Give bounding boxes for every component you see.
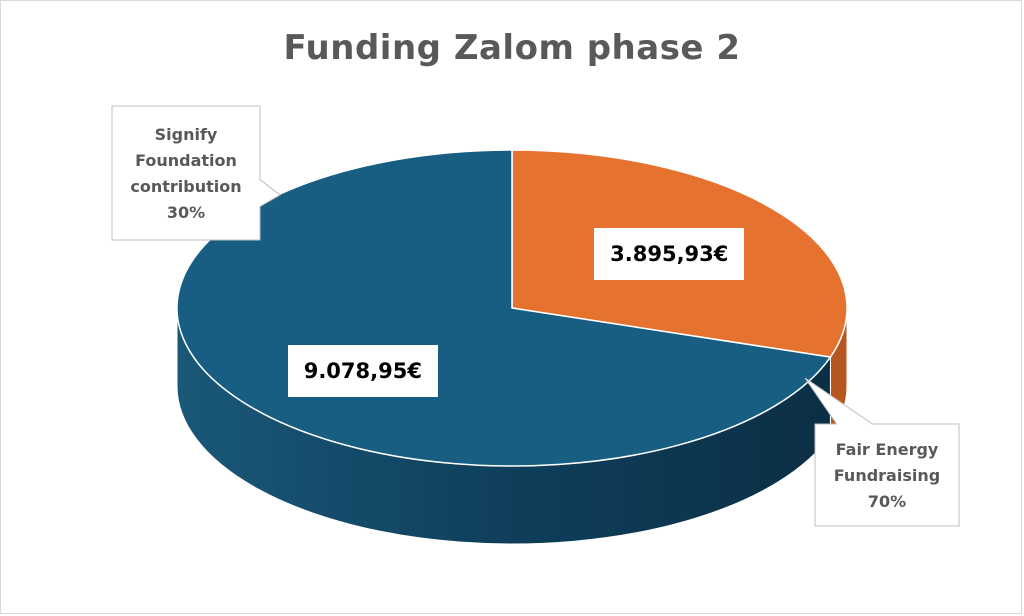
- chart-title: Funding Zalom phase 2: [283, 28, 741, 68]
- callout-box-0: [111, 105, 281, 241]
- data-label-signify: 3.895,93€: [594, 228, 745, 281]
- callout-label-line-1-2: 70%: [868, 492, 906, 511]
- callout-label-line-1-1: Fundraising: [834, 466, 940, 485]
- callout-group: Signify Foundation contribution 30% Fair Ene…: [111, 105, 960, 527]
- callout-label-line-1-0: Fair Energy: [836, 440, 939, 459]
- callout-label-line-0-3: 30%: [167, 203, 205, 222]
- pie-top-group: [176, 149, 848, 467]
- callout-box-1: [804, 377, 960, 527]
- callout-label-line-0-0: Signify: [155, 125, 218, 144]
- data-label-fair-energy: 9.078,95€: [287, 345, 438, 398]
- callout-label-line-0-1: Foundation: [135, 151, 237, 170]
- callout-label-line-0-2: contribution: [130, 177, 241, 196]
